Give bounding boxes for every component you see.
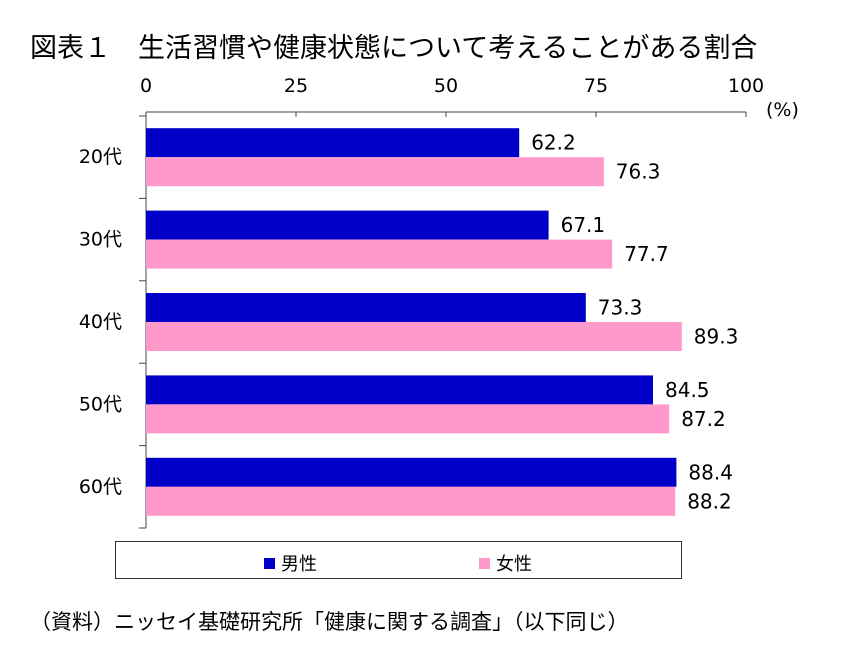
x-tick-label: 0	[140, 75, 152, 97]
bar-male	[146, 457, 677, 487]
data-label: 73.3	[598, 296, 643, 320]
bar-male	[146, 128, 520, 158]
x-tick-label: 50	[434, 75, 458, 97]
x-tick-label: 25	[284, 75, 308, 97]
y-category-label: 20代	[79, 146, 122, 168]
data-label: 87.2	[681, 407, 726, 431]
bar-male	[146, 293, 586, 322]
legend-item-male: 男性	[264, 550, 317, 576]
source-note: （資料）ニッセイ基礎研究所「健康に関する調査」（以下同じ）	[30, 610, 629, 634]
bar-chart: 0 25 50 75 100(%) 20代 62.2 76.3 30代 67.1 77.7 40代 73…	[79, 75, 799, 529]
bar-male	[146, 375, 653, 405]
bar-female	[146, 322, 682, 351]
y-category-label: 40代	[79, 311, 122, 333]
x-axis-unit: (%)	[766, 99, 799, 121]
bar-female	[146, 404, 670, 434]
y-category-label: 50代	[79, 393, 122, 415]
data-label: 88.2	[687, 489, 732, 513]
legend-swatch-male	[264, 557, 275, 569]
data-label: 84.5	[665, 378, 710, 402]
y-category-label: 30代	[79, 229, 122, 251]
data-label: 88.4	[688, 460, 733, 484]
bar-male	[146, 210, 549, 240]
legend-item-female: 女性	[479, 550, 532, 576]
x-tick-label: 75	[584, 75, 608, 97]
legend-label-female: 女性	[496, 554, 532, 575]
bar-female	[146, 157, 604, 187]
bar-female	[146, 486, 676, 516]
data-label: 77.7	[624, 242, 669, 266]
chart-title: 図表１ 生活習慣や健康状態について考えることがある割合	[30, 33, 758, 64]
data-label: 76.3	[616, 160, 661, 184]
legend-swatch-female	[479, 557, 490, 569]
legend: 男性 女性	[115, 541, 682, 579]
y-category-label: 60代	[79, 476, 122, 498]
data-label: 62.2	[531, 131, 576, 155]
data-label: 89.3	[694, 325, 739, 349]
x-tick-label: 100	[728, 75, 764, 97]
legend-label-male: 男性	[281, 554, 317, 575]
data-label: 67.1	[561, 213, 606, 237]
bar-female	[146, 239, 613, 269]
